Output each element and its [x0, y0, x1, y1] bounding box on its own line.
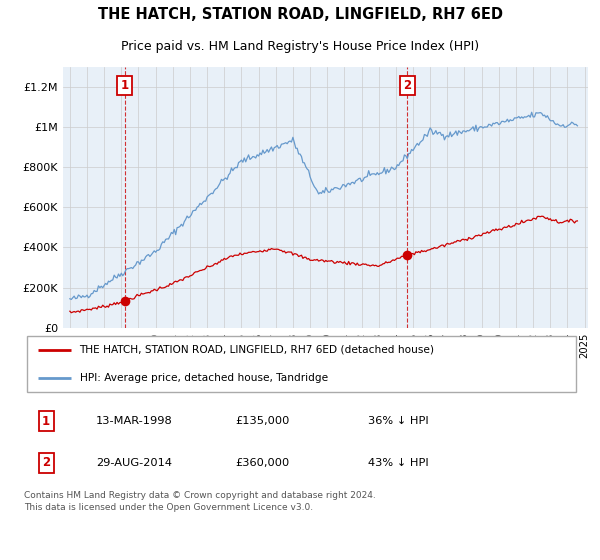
Text: THE HATCH, STATION ROAD, LINGFIELD, RH7 6ED: THE HATCH, STATION ROAD, LINGFIELD, RH7 … — [97, 7, 503, 22]
Text: 36% ↓ HPI: 36% ↓ HPI — [368, 416, 429, 426]
Text: 29-AUG-2014: 29-AUG-2014 — [96, 458, 172, 468]
Text: 1: 1 — [42, 414, 50, 427]
Text: HPI: Average price, detached house, Tandridge: HPI: Average price, detached house, Tand… — [79, 372, 328, 382]
Text: £135,000: £135,000 — [235, 416, 289, 426]
Text: 43% ↓ HPI: 43% ↓ HPI — [368, 458, 429, 468]
Text: THE HATCH, STATION ROAD, LINGFIELD, RH7 6ED (detached house): THE HATCH, STATION ROAD, LINGFIELD, RH7 … — [79, 345, 434, 355]
Text: 2: 2 — [403, 79, 411, 92]
Text: 2: 2 — [42, 456, 50, 469]
Text: 1: 1 — [121, 79, 128, 92]
Text: Contains HM Land Registry data © Crown copyright and database right 2024.
This d: Contains HM Land Registry data © Crown c… — [24, 491, 376, 512]
Text: £360,000: £360,000 — [235, 458, 289, 468]
Text: Price paid vs. HM Land Registry's House Price Index (HPI): Price paid vs. HM Land Registry's House … — [121, 40, 479, 53]
Text: 13-MAR-1998: 13-MAR-1998 — [96, 416, 173, 426]
FancyBboxPatch shape — [27, 336, 576, 392]
